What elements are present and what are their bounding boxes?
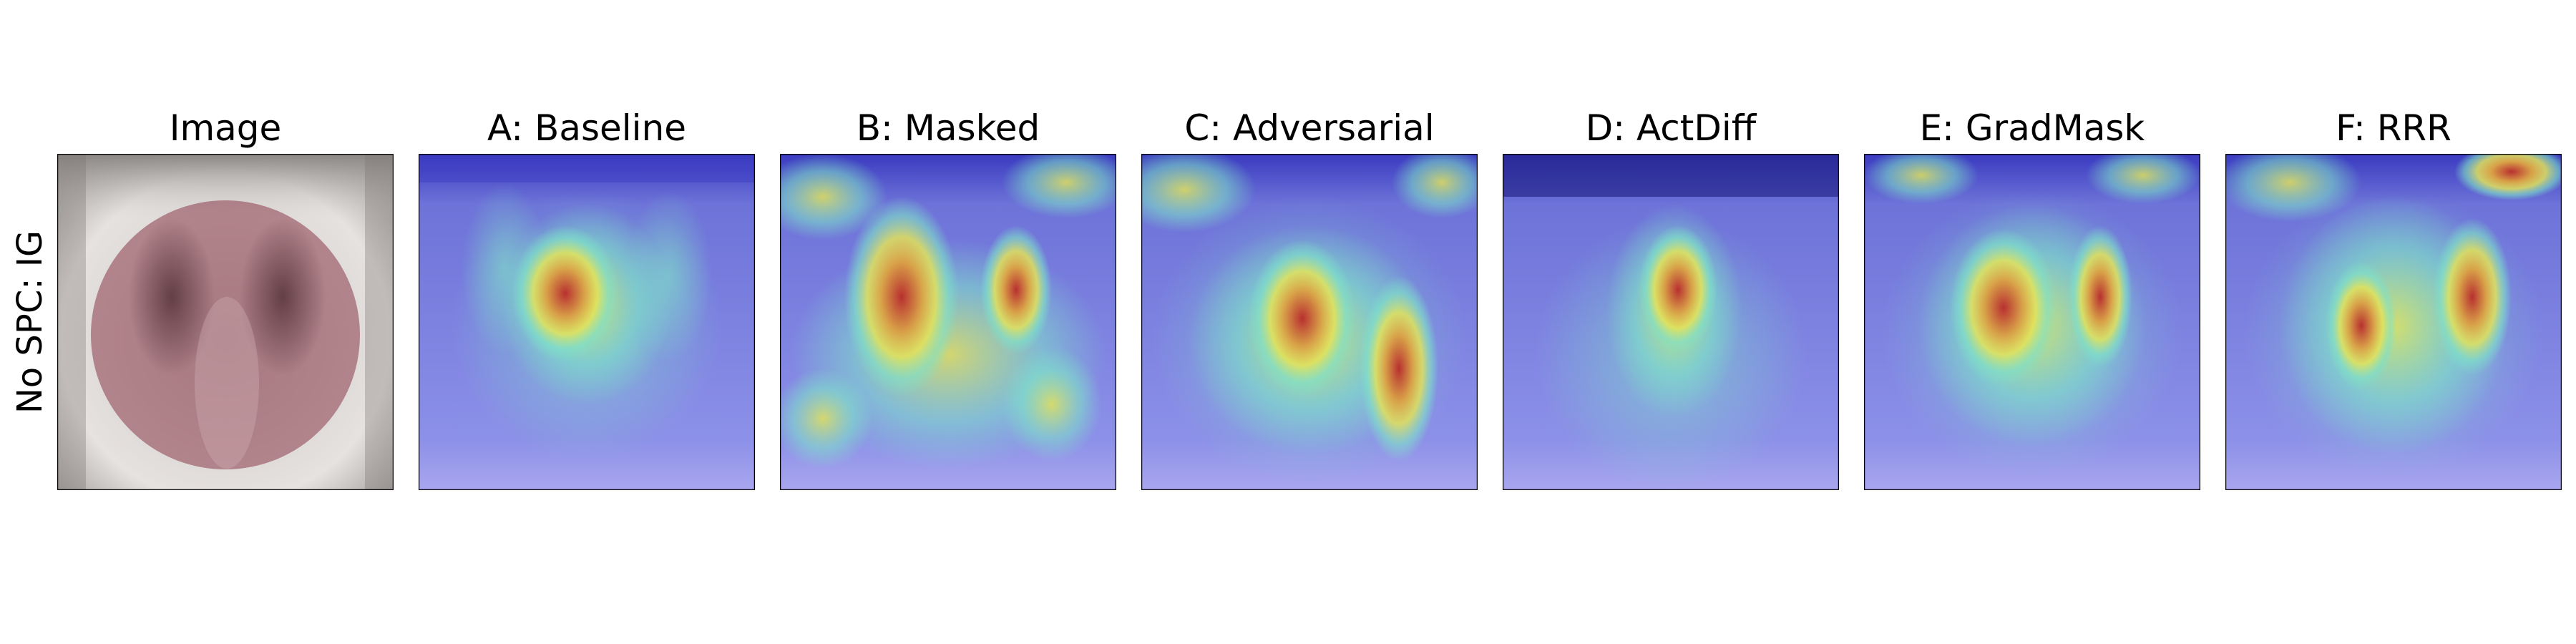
- panel-actdiff: [1503, 154, 1839, 490]
- heatmap-actdiff: [1503, 154, 1839, 490]
- panel-title-gradmask: E: GradMask: [1919, 107, 2145, 149]
- heatmap-masked: [780, 154, 1116, 490]
- panel-title-adversarial: C: Adversarial: [1184, 107, 1435, 149]
- heatmap-gradmask: [1864, 154, 2200, 490]
- panel-baseline: [419, 154, 755, 490]
- panel-title-image: Image: [169, 107, 282, 149]
- panel-gradmask: [1864, 154, 2200, 490]
- xray-image: [57, 154, 394, 490]
- panel-image: [57, 154, 394, 490]
- heatmap-rrr: [2225, 154, 2562, 490]
- heatmap-adversarial: [1141, 154, 1478, 490]
- row-label-text: No SPC: IG: [10, 230, 50, 414]
- panel-masked: [780, 154, 1116, 490]
- panel-title-rrr: F: RRR: [2336, 107, 2451, 149]
- panel-title-actdiff: D: ActDiff: [1585, 107, 1757, 149]
- panel-rrr: [2225, 154, 2562, 490]
- panel-adversarial: [1141, 154, 1478, 490]
- heatmap-baseline: [419, 154, 755, 490]
- panel-title-masked: B: Masked: [856, 107, 1040, 149]
- panel-title-baseline: A: Baseline: [487, 107, 687, 149]
